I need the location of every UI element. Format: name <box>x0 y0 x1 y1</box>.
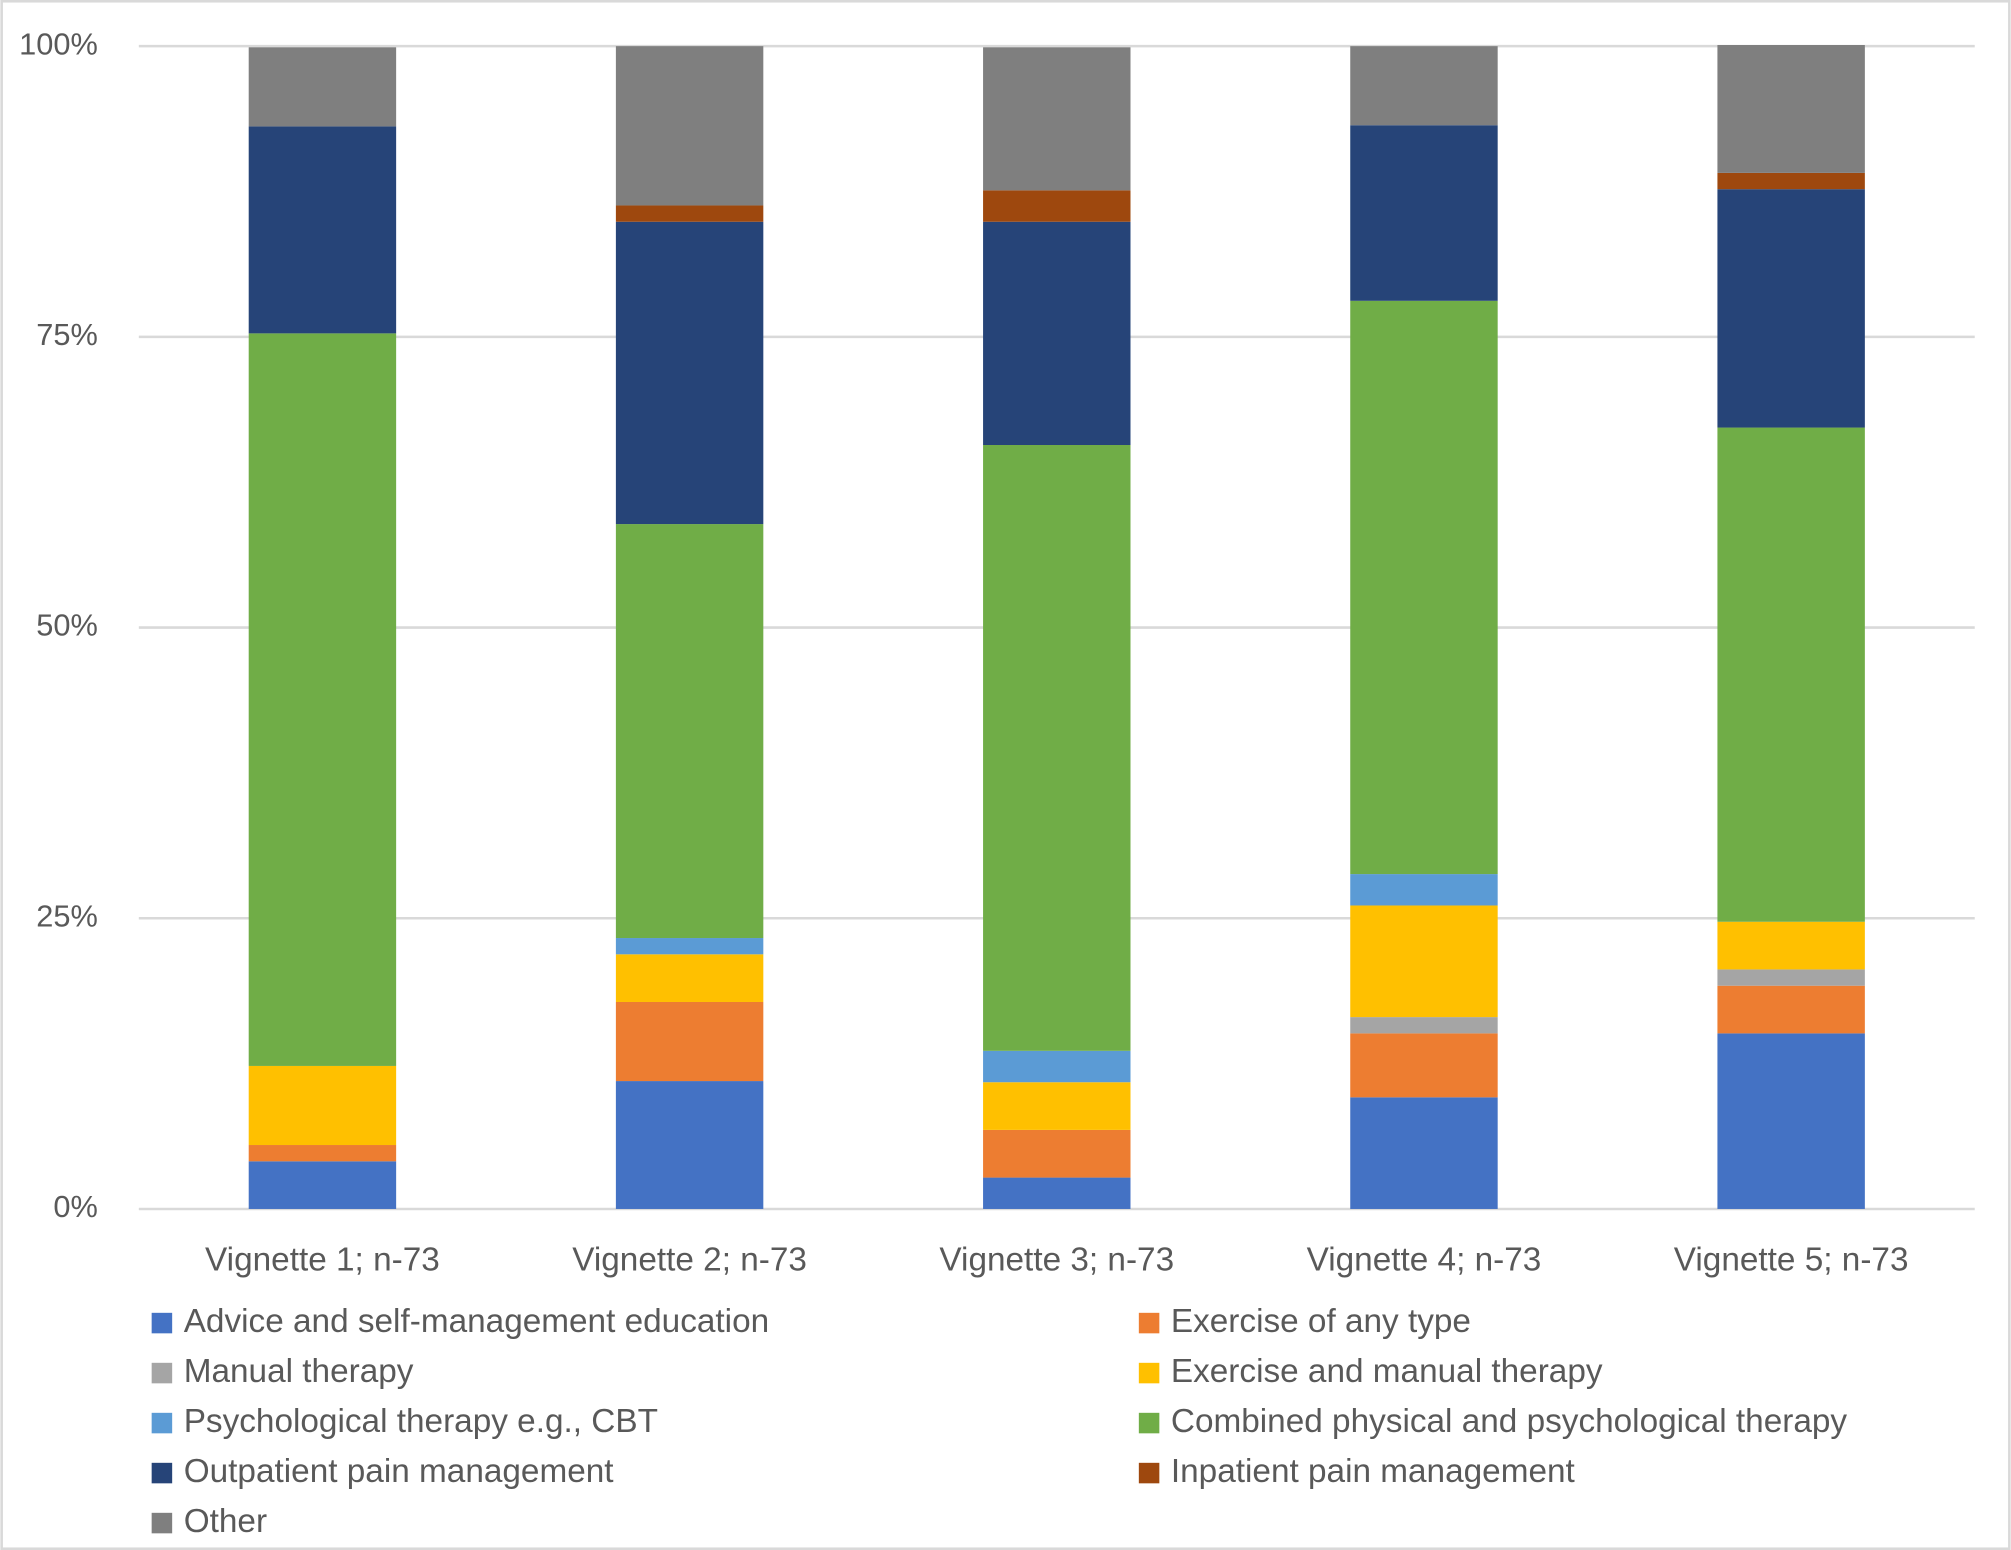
bar-segment <box>248 1161 397 1209</box>
bar-segment <box>983 1082 1131 1130</box>
bar-segment <box>1717 427 1865 922</box>
legend-label: Outpatient pain management <box>184 1453 615 1490</box>
bar-segment <box>1350 300 1498 875</box>
y-tick-label: 25% <box>36 898 98 933</box>
bar-segment <box>248 333 397 1066</box>
legend-swatch <box>151 1312 173 1334</box>
bar-segment <box>1717 969 1865 986</box>
bar-segment <box>1717 189 1865 428</box>
bar-segment <box>248 47 397 127</box>
bar-segment <box>615 46 764 206</box>
x-tick-label: Vignette 3; n-73 <box>939 1241 1174 1278</box>
bar-segment <box>983 1129 1131 1178</box>
y-tick-label: 50% <box>36 608 98 643</box>
legend-swatch <box>151 1362 173 1384</box>
legend-swatch <box>1138 1312 1160 1334</box>
legend-swatch <box>1138 1412 1160 1434</box>
bar-segment <box>983 1050 1131 1083</box>
bar-segment <box>1350 1017 1498 1034</box>
x-tick-label: Vignette 5; n-73 <box>1674 1241 1909 1278</box>
legend-label: Exercise of any type <box>1171 1303 1471 1340</box>
bar-segment <box>1717 172 1865 190</box>
bar-segment <box>1350 1097 1498 1209</box>
bar-segment <box>1350 46 1498 126</box>
bar-segment <box>1350 874 1498 906</box>
bar-segment <box>615 205 764 222</box>
bar-segment <box>983 190 1131 222</box>
bar-segment <box>615 1001 764 1082</box>
bar-segment <box>1717 44 1865 173</box>
bar-segment <box>1350 1033 1498 1098</box>
bar-segment <box>248 1065 397 1146</box>
bar-segment <box>1350 905 1498 1018</box>
bar-segment <box>615 221 764 525</box>
y-tick-label: 100% <box>19 26 98 61</box>
legend-swatch <box>151 1412 173 1434</box>
x-tick-label: Vignette 2; n-73 <box>572 1241 807 1278</box>
bar-segment <box>1717 1033 1865 1209</box>
x-tick-label: Vignette 1; n-73 <box>205 1241 440 1278</box>
bar-segment <box>615 1081 764 1209</box>
bar-segment <box>248 1145 397 1162</box>
bar-segment <box>615 954 764 1002</box>
x-tick-label: Vignette 4; n-73 <box>1307 1241 1542 1278</box>
legend-label: Advice and self-management education <box>184 1303 769 1340</box>
legend-label: Other <box>184 1503 267 1540</box>
bar-segment <box>615 524 764 939</box>
legend-label: Inpatient pain management <box>1171 1453 1576 1490</box>
bar-segment <box>248 126 397 334</box>
legend-label: Combined physical and psychological ther… <box>1171 1403 1848 1440</box>
bar-segment <box>983 1177 1131 1209</box>
bar-segment <box>1350 125 1498 301</box>
bar-segment <box>1717 921 1865 970</box>
legend-swatch <box>1138 1362 1160 1384</box>
legend-swatch <box>151 1512 173 1534</box>
legend-label: Manual therapy <box>184 1353 414 1390</box>
legend-label: Exercise and manual therapy <box>1171 1353 1603 1390</box>
bar-segment <box>615 938 764 955</box>
legend-swatch <box>1138 1462 1160 1484</box>
legend-swatch <box>151 1462 173 1484</box>
bar-segment <box>983 445 1131 1051</box>
y-tick-label: 75% <box>36 317 98 352</box>
bar-segment <box>983 47 1131 191</box>
y-tick-label: 0% <box>53 1189 97 1224</box>
legend-label: Psychological therapy e.g., CBT <box>184 1403 658 1440</box>
bar-segment <box>1717 985 1865 1034</box>
bar-segment <box>983 221 1131 446</box>
